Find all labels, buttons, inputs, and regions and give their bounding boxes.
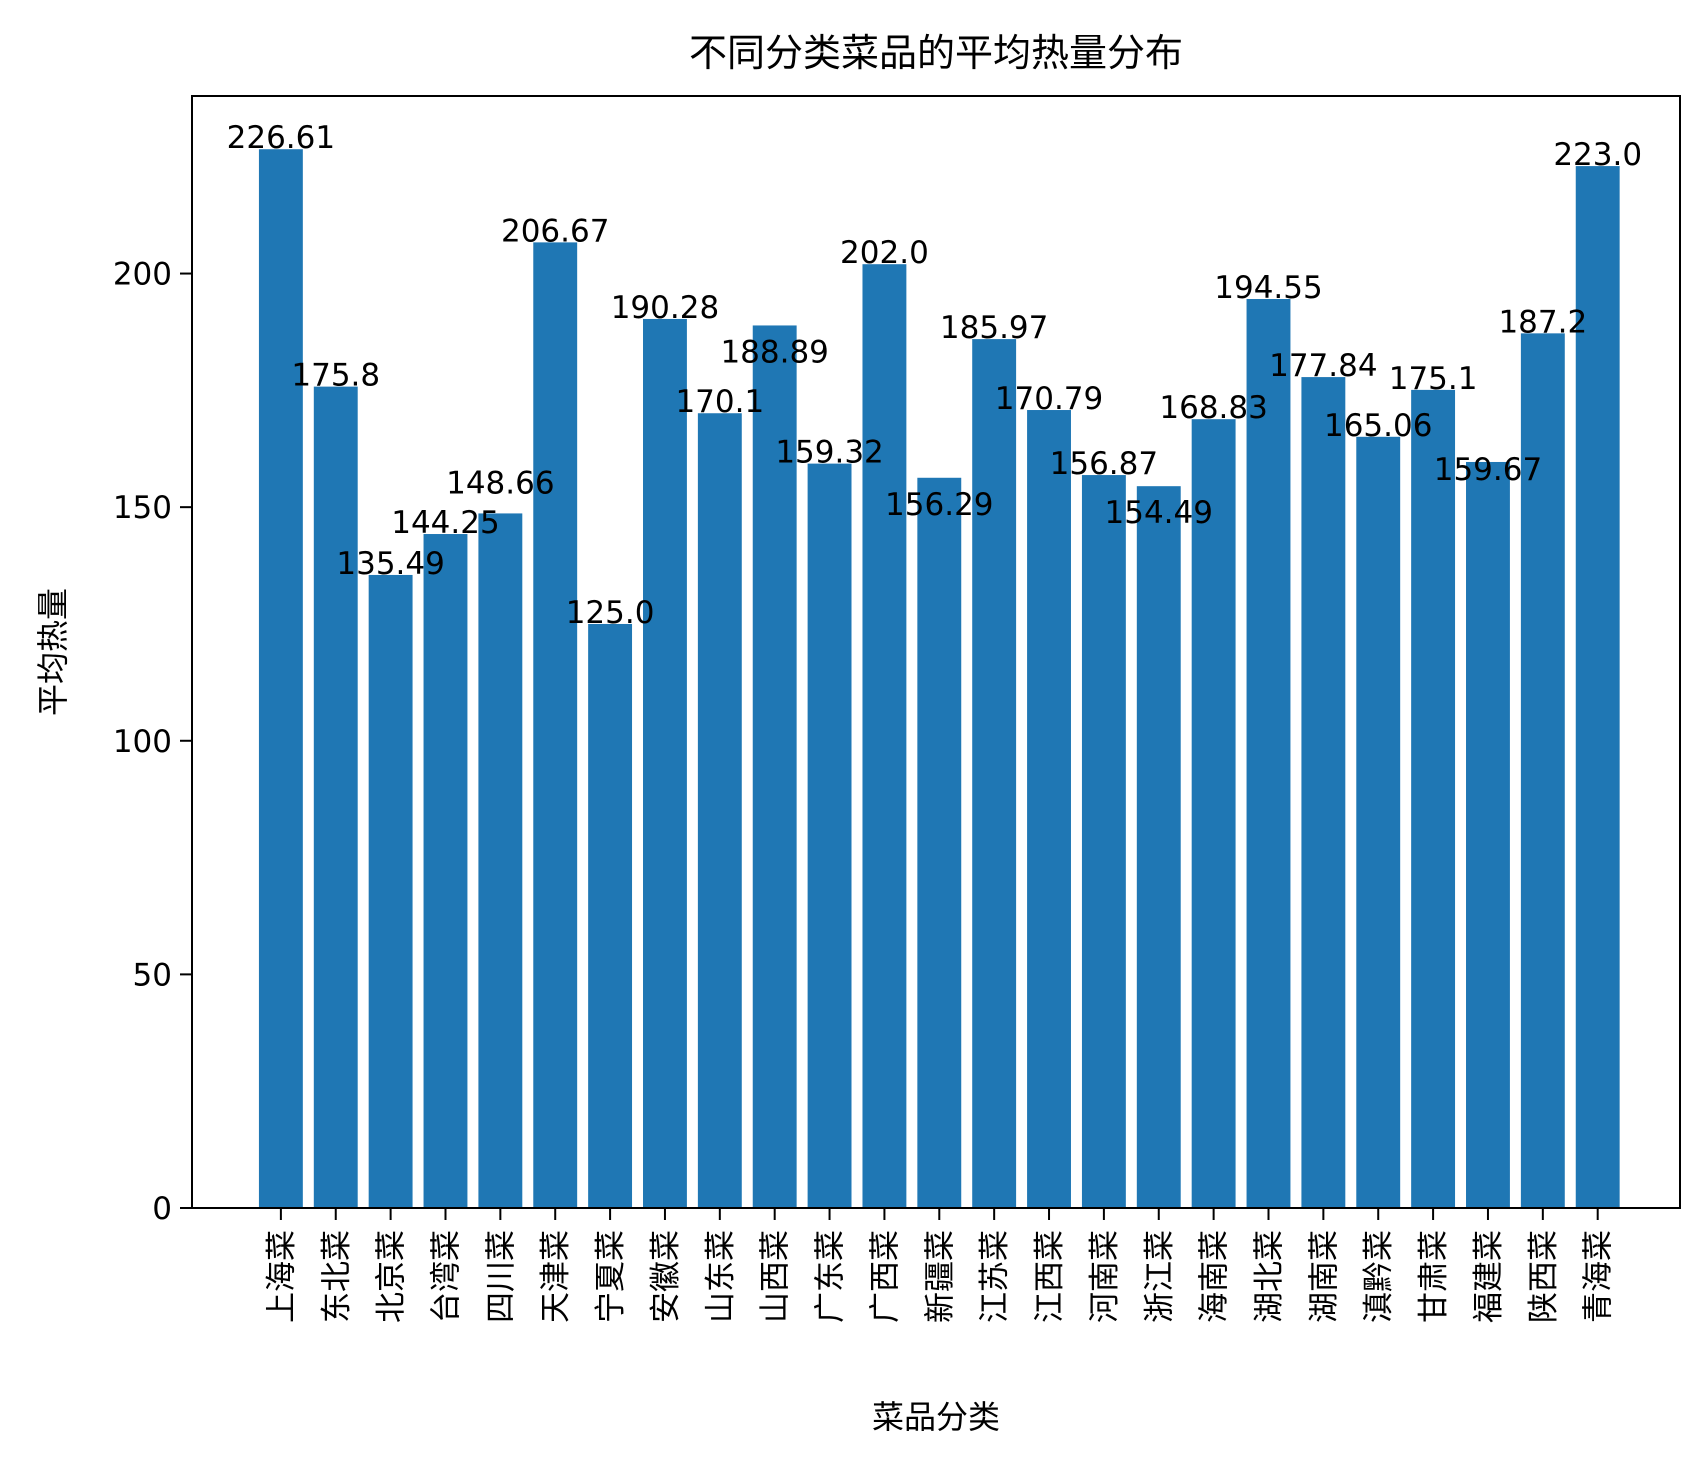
bar [1191, 419, 1236, 1208]
data-label: 170.79 [995, 381, 1103, 417]
x-tick-label: 广西菜 [867, 1230, 903, 1323]
x-tick-label: 甘肃菜 [1416, 1230, 1452, 1323]
bar [643, 318, 687, 1208]
bar [1027, 410, 1071, 1208]
data-label: 206.67 [501, 213, 609, 249]
x-tick-label: 台湾菜 [428, 1230, 464, 1323]
bar [588, 623, 633, 1208]
bar [533, 242, 578, 1208]
x-tick-label: 江苏菜 [977, 1230, 1013, 1323]
x-tick-label: 海南菜 [1197, 1230, 1233, 1323]
data-label: 223.0 [1553, 137, 1642, 173]
x-tick-label: 青海菜 [1581, 1230, 1617, 1323]
bar [478, 513, 523, 1208]
data-label: 156.29 [885, 487, 993, 523]
data-label: 177.84 [1269, 348, 1377, 384]
x-tick-label: 宁夏菜 [593, 1230, 629, 1323]
y-axis-label: 平均热量 [34, 588, 72, 716]
data-label: 194.55 [1214, 270, 1322, 306]
x-tick-label: 江西菜 [1032, 1230, 1068, 1323]
x-tick-label: 北京菜 [374, 1230, 410, 1323]
bar [423, 534, 468, 1208]
bar [368, 574, 413, 1208]
data-label: 148.66 [446, 465, 554, 501]
x-tick-label: 滇黔菜 [1361, 1230, 1397, 1323]
x-tick-label: 福建菜 [1471, 1230, 1507, 1323]
y-tick-label: 50 [133, 957, 172, 993]
data-label: 170.1 [675, 384, 764, 420]
x-tick-label: 天津菜 [538, 1230, 574, 1323]
bar [807, 463, 852, 1208]
bar [917, 477, 962, 1208]
x-tick-label: 山西菜 [758, 1230, 794, 1323]
data-label: 190.28 [611, 290, 719, 326]
data-label: 125.0 [566, 595, 655, 631]
x-tick-label: 河南菜 [1087, 1230, 1123, 1323]
y-tick-label: 0 [152, 1191, 172, 1227]
bar [862, 264, 907, 1209]
x-tick-label: 湖北菜 [1251, 1230, 1287, 1323]
x-axis-label: 菜品分类 [872, 1398, 1000, 1436]
data-label: 154.49 [1105, 495, 1213, 531]
x-tick-label: 山东菜 [703, 1230, 739, 1323]
chart-title: 不同分类菜品的平均热量分布 [689, 31, 1183, 75]
x-tick-label: 浙江菜 [1142, 1230, 1178, 1323]
data-label: 187.2 [1498, 304, 1587, 340]
y-tick-label: 200 [113, 257, 172, 293]
x-tick-label: 新疆菜 [922, 1230, 958, 1323]
x-tick-label: 东北菜 [319, 1230, 355, 1323]
bar [1520, 333, 1565, 1208]
x-tick-label: 安徽菜 [648, 1230, 684, 1323]
bar [1411, 389, 1456, 1208]
data-label: 226.61 [227, 120, 335, 156]
data-label: 144.25 [391, 505, 499, 541]
bar [1246, 299, 1291, 1208]
bar [972, 339, 1017, 1208]
bar [697, 413, 742, 1208]
x-tick-label: 四川菜 [483, 1230, 519, 1323]
data-label: 159.67 [1434, 452, 1542, 488]
x-tick-label: 上海菜 [264, 1230, 300, 1323]
x-tick-label: 陕西菜 [1526, 1230, 1562, 1323]
bar [313, 386, 358, 1208]
data-label: 188.89 [720, 334, 828, 370]
bar [752, 325, 797, 1208]
data-label: 168.83 [1159, 390, 1267, 426]
x-tick-label: 广东菜 [813, 1230, 849, 1323]
bar [1575, 166, 1620, 1209]
data-label: 175.1 [1389, 361, 1478, 397]
data-label: 156.87 [1050, 446, 1158, 482]
y-tick-label: 100 [113, 724, 172, 760]
bar [1136, 486, 1181, 1209]
bar [1466, 461, 1510, 1208]
x-tick-label: 湖南菜 [1306, 1230, 1342, 1323]
bar [1356, 436, 1401, 1208]
bar [1081, 475, 1126, 1209]
data-label: 175.8 [291, 358, 380, 394]
bar [1301, 377, 1346, 1208]
data-label: 185.97 [940, 310, 1048, 346]
data-label: 135.49 [336, 546, 444, 582]
plot-frame [191, 95, 1681, 1209]
data-label: 202.0 [840, 235, 929, 271]
y-tick-label: 150 [113, 490, 172, 526]
data-label: 159.32 [775, 435, 883, 471]
data-label: 165.06 [1324, 408, 1432, 444]
bar [258, 149, 303, 1208]
